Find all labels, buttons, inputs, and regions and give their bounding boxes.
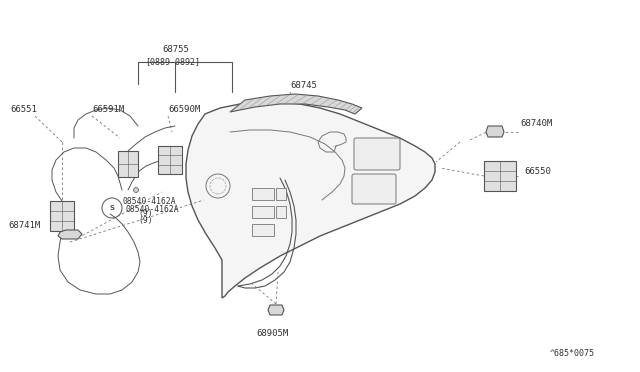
Text: 08540-4162A: 08540-4162A <box>125 205 179 214</box>
Text: 66551: 66551 <box>10 105 37 114</box>
Text: 68740M: 68740M <box>520 119 552 128</box>
Polygon shape <box>268 305 284 315</box>
Text: 68755: 68755 <box>162 45 189 54</box>
Text: (9): (9) <box>138 215 152 224</box>
Text: ^685*0075: ^685*0075 <box>550 349 595 358</box>
Bar <box>484 161 516 191</box>
Text: 66550: 66550 <box>524 167 551 176</box>
Bar <box>158 146 182 174</box>
Bar <box>252 224 274 236</box>
Polygon shape <box>186 102 435 298</box>
Text: 68741M: 68741M <box>8 221 40 230</box>
Bar <box>118 151 138 177</box>
Bar <box>50 201 74 231</box>
Text: 08540-4162A: 08540-4162A <box>122 197 175 206</box>
Text: 68745: 68745 <box>290 81 317 90</box>
Polygon shape <box>230 94 362 114</box>
FancyBboxPatch shape <box>354 138 400 170</box>
Polygon shape <box>486 126 504 137</box>
Text: S: S <box>109 205 115 211</box>
Bar <box>276 188 286 200</box>
Text: 66590M: 66590M <box>168 105 200 114</box>
Text: (9): (9) <box>138 209 152 218</box>
Polygon shape <box>58 230 82 239</box>
Text: [0889-0892]: [0889-0892] <box>145 57 200 66</box>
Text: 68905M: 68905M <box>256 329 288 338</box>
Bar <box>252 206 274 218</box>
Bar <box>276 206 286 218</box>
FancyBboxPatch shape <box>352 174 396 204</box>
Bar <box>252 188 274 200</box>
Text: 66591M: 66591M <box>92 105 124 114</box>
Circle shape <box>134 187 138 192</box>
